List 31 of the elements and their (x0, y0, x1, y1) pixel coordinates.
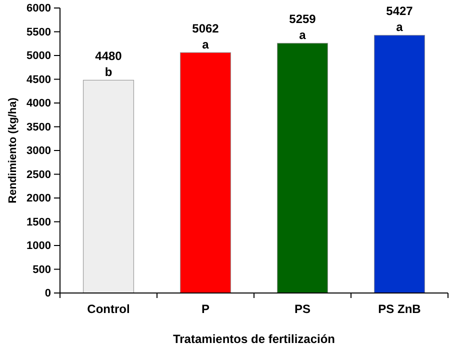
annotation: a (202, 38, 210, 52)
bar (276, 42, 328, 294)
annotation: a (396, 20, 404, 34)
y-tick-label: 1500 (26, 216, 51, 228)
y-tick-label: 2500 (26, 168, 51, 181)
x-axis-title: Tratamientos de fertilización (172, 332, 336, 346)
data-label: 5427 (386, 4, 414, 18)
y-tick-label: 500 (32, 264, 51, 276)
y-tick-label: 1000 (26, 240, 51, 252)
y-tick-label: 4000 (26, 98, 51, 110)
y-tick-label: 0 (44, 288, 51, 300)
x-tick-label: P (201, 302, 210, 316)
y-tick-label: 3500 (26, 121, 51, 134)
y-tick-label: 5000 (26, 50, 51, 62)
y-axis-title: Rendimiento (kg/ha) (7, 97, 19, 204)
data-label: 5062 (192, 22, 220, 36)
x-tick-label: Control (87, 302, 130, 316)
y-tick-label: 5500 (26, 26, 51, 38)
data-label: 4480 (95, 49, 122, 64)
x-tick-label: PS (294, 302, 311, 316)
data-label: 5259 (289, 12, 316, 26)
bar (82, 80, 134, 294)
bar (180, 52, 232, 294)
bar (374, 34, 426, 294)
x-tick-label: PS ZnB (378, 302, 422, 316)
annotation: a (299, 28, 306, 42)
y-tick-label: 6000 (26, 2, 51, 15)
y-tick-label: 3000 (26, 145, 51, 158)
annotation: b (104, 65, 112, 80)
y-tick-label: 4500 (26, 74, 51, 86)
y-tick-label: 2000 (26, 192, 51, 205)
